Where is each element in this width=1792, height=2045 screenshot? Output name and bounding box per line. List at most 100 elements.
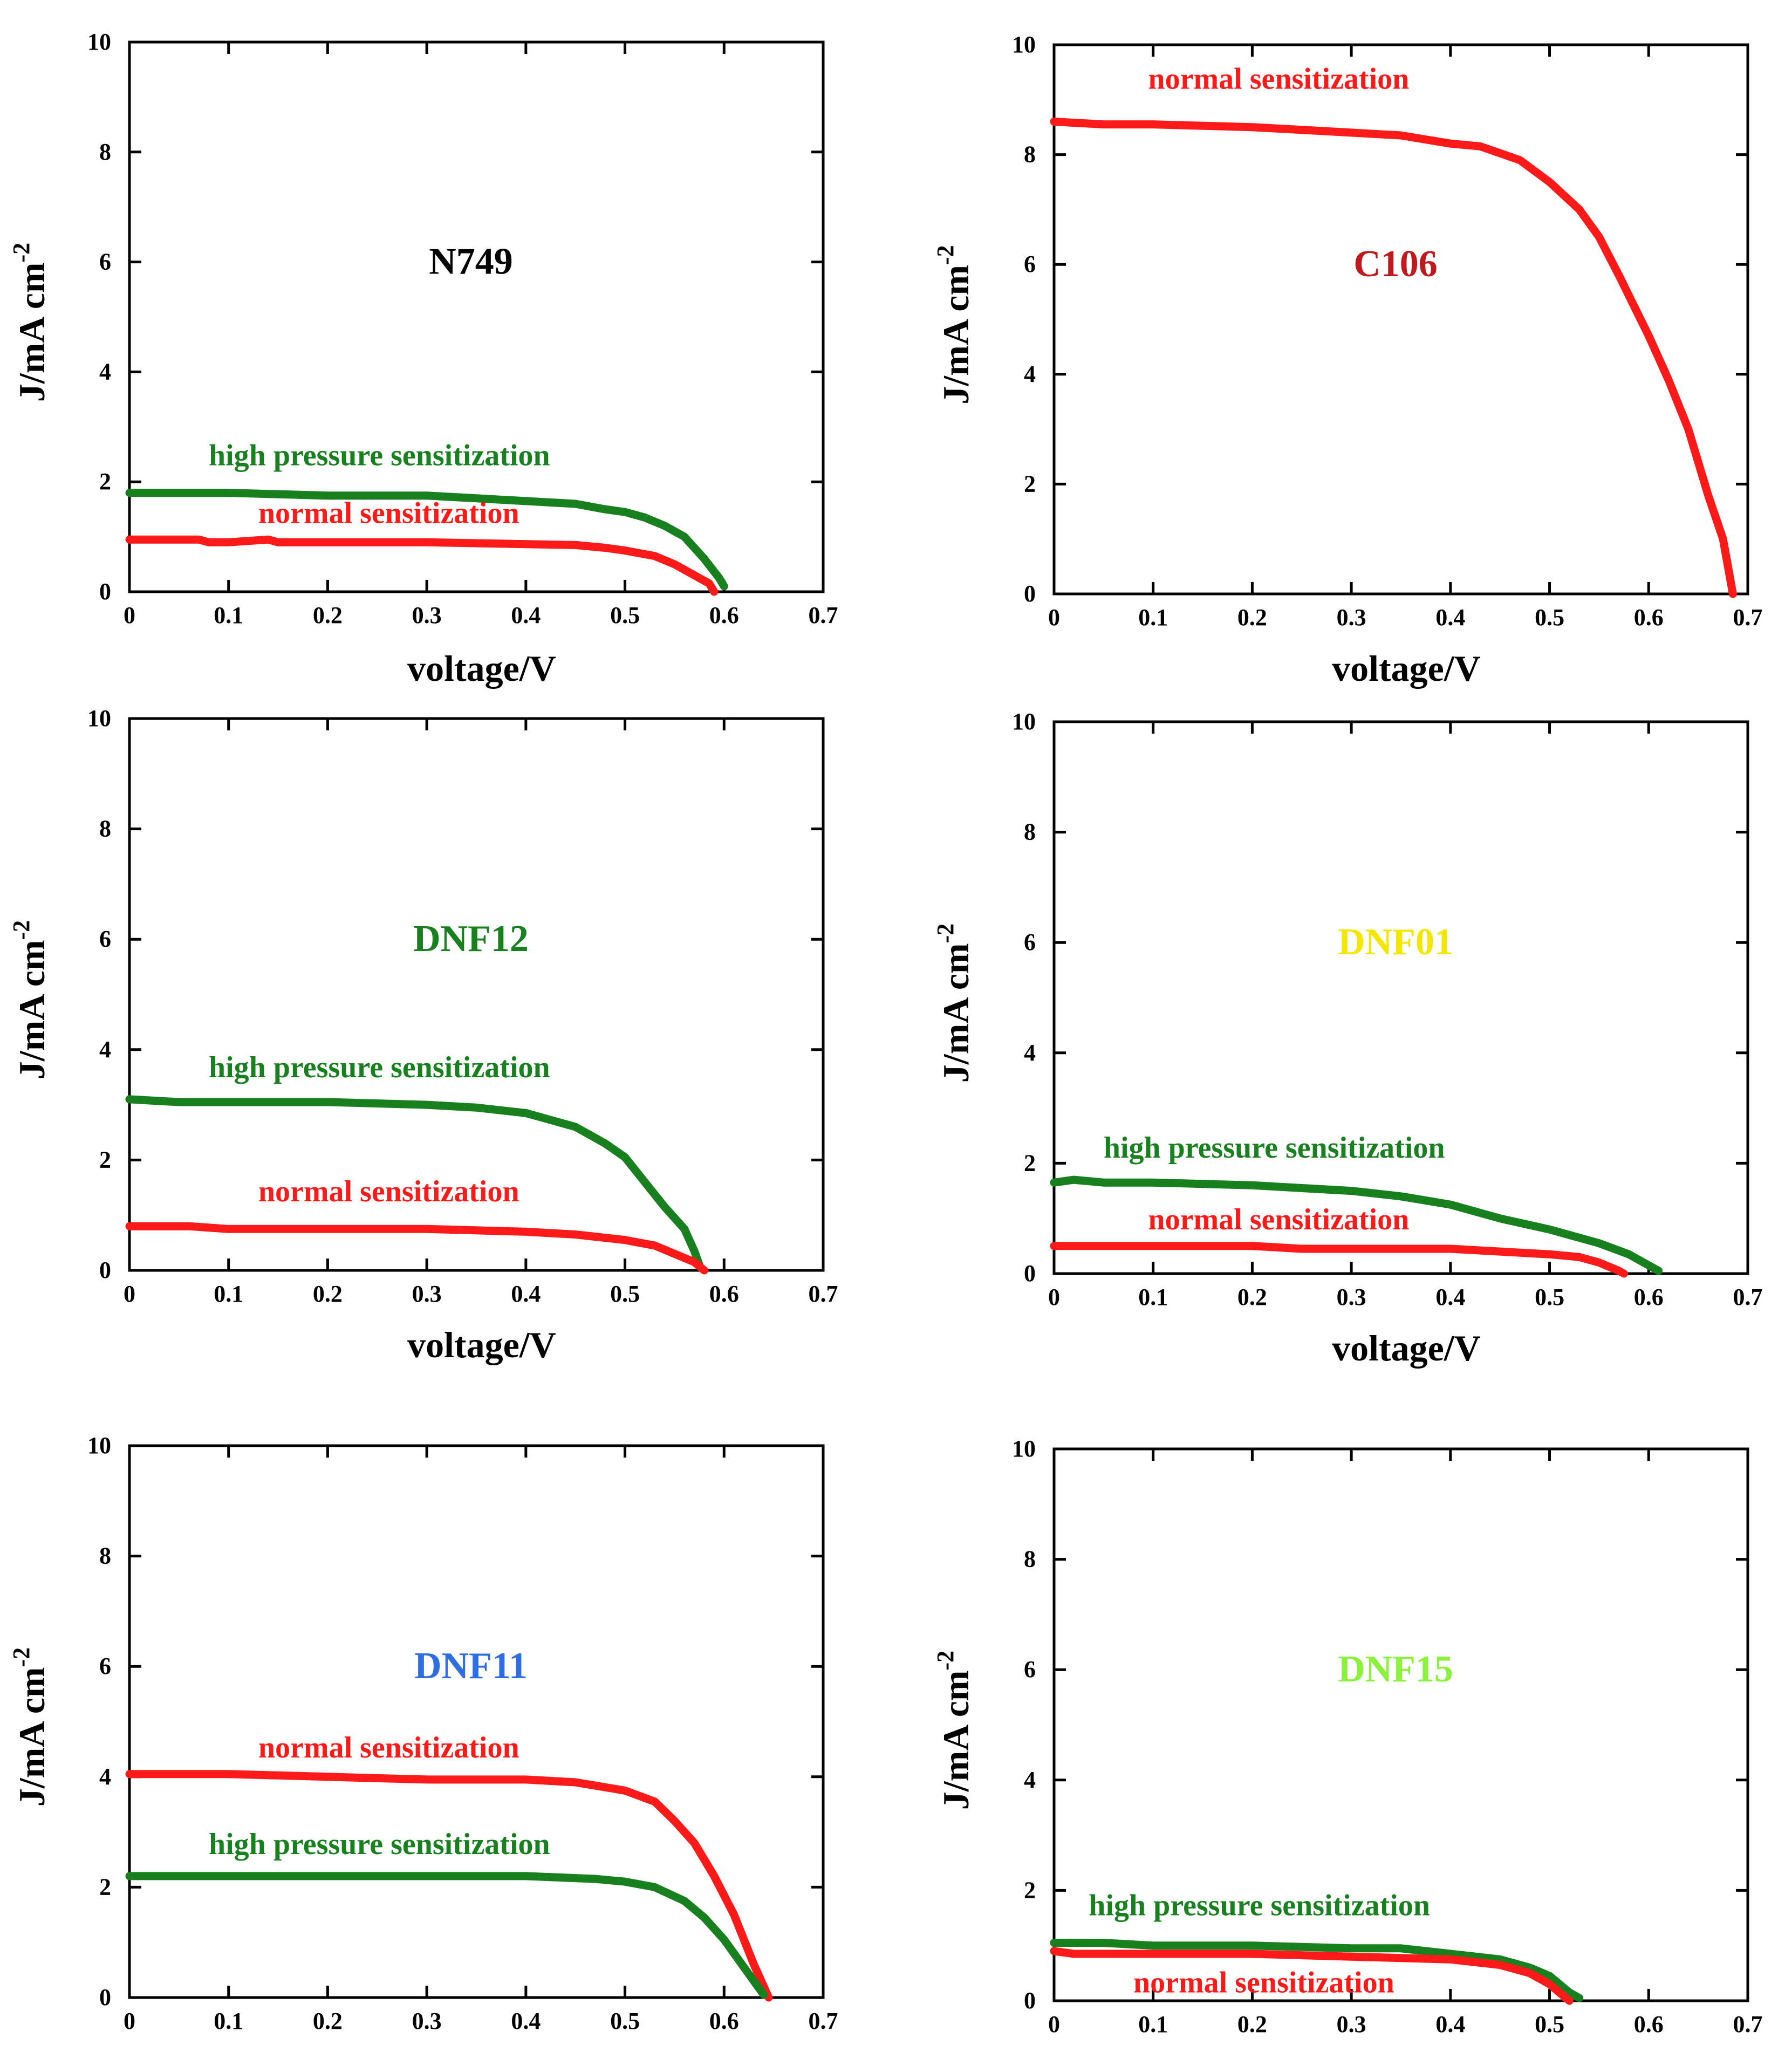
series-normal-sensitization (125, 535, 719, 596)
x-tick-label: 0.5 (1535, 1284, 1564, 1310)
y-tick-label: 8 (99, 816, 111, 842)
x-tick-label: 0.3 (412, 2008, 442, 2034)
y-tick-label: 2 (1024, 1150, 1036, 1176)
y-tick-label: 4 (99, 358, 111, 385)
series-normal-sensitization (125, 1770, 773, 2002)
x-axis-title: voltage/V (1332, 1328, 1481, 1369)
chart-panel-dnf12: 0 0.1 0.2 0.3 0.4 0.5 0.6 0.7 0 2 4 6 8 10 voltage/V J/… (8, 705, 838, 1365)
dye-title: DNF01 (1338, 921, 1453, 963)
y-tick-label: 6 (1024, 251, 1036, 277)
x-tick-label: 0.4 (1435, 2011, 1465, 2037)
plot-frame (1052, 43, 1749, 596)
y-tick-label: 6 (99, 1653, 111, 1679)
series-high-pressure-sensitization (125, 489, 728, 591)
x-tick-label: 0 (124, 602, 135, 628)
dye-title: DNF12 (413, 918, 529, 960)
series-high-pressure-sensitization (125, 1872, 768, 1999)
x-tick-label: 0.6 (1634, 604, 1664, 631)
x-tick-label: 0.1 (214, 602, 243, 628)
x-tick-label: 0 (1048, 2011, 1060, 2037)
y-tick-label: 2 (1024, 470, 1036, 497)
x-tick-label: 0.7 (809, 602, 838, 628)
y-tick-label: 8 (99, 1543, 111, 1569)
x-tick-label: 0.3 (1337, 1284, 1366, 1310)
y-axis-title: J/mA cm-2 (932, 245, 976, 404)
y-tick-label: 0 (99, 1257, 111, 1283)
y-tick-label: 8 (99, 139, 111, 165)
x-tick-label: 0.4 (511, 1281, 541, 1307)
series-normal-sensitization (1050, 1242, 1628, 1278)
dye-title: N749 (429, 241, 513, 283)
x-tick-label: 0.7 (809, 1281, 838, 1307)
x-tick-label: 0.2 (313, 602, 343, 628)
x-tick-label: 0.6 (709, 602, 739, 628)
x-tick-label: 0.5 (610, 602, 640, 628)
x-tick-label: 0.1 (214, 1281, 243, 1307)
x-tick-label: 0.4 (511, 2008, 541, 2034)
y-tick-label: 0 (99, 578, 111, 605)
series-label-normal-sensitization: normal sensitization (258, 1731, 519, 1764)
series-label-normal-sensitization: normal sensitization (1148, 62, 1410, 95)
y-axis-exponent: -2 (932, 924, 959, 943)
chart-panel-dnf01: 0 0.1 0.2 0.3 0.4 0.5 0.6 0.7 0 2 4 6 8 10 voltage/V J/… (932, 708, 1763, 1369)
series-label-normal-sensitization: normal sensitization (258, 497, 519, 530)
x-axis-title: voltage/V (407, 648, 556, 689)
x-tick-label: 0.3 (1337, 604, 1366, 631)
y-tick-label: 6 (1024, 1656, 1036, 1682)
y-tick-label: 0 (99, 1984, 111, 2010)
y-axis-title: J/mA cm-2 (932, 1651, 976, 1810)
y-axis-exponent: -2 (8, 243, 35, 263)
chart-panel-c106: 0 0.1 0.2 0.3 0.4 0.5 0.6 0.7 0 2 4 6 8 10 voltage/V J/… (932, 31, 1763, 689)
x-axis-title: voltage/V (1332, 648, 1481, 689)
x-tick-label: 0.1 (1138, 604, 1168, 631)
x-tick-label: 0.6 (1634, 2011, 1664, 2037)
y-axis-exponent: -2 (8, 1647, 35, 1667)
y-tick-label: 4 (99, 1036, 111, 1063)
series-high-pressure-sensitization (125, 1095, 703, 1269)
x-tick-label: 0.4 (1435, 604, 1465, 631)
y-tick-label: 10 (87, 29, 111, 55)
plot-frame (128, 717, 825, 1272)
x-tick-label: 0.5 (610, 1281, 640, 1307)
y-tick-label: 0 (1024, 580, 1036, 607)
x-tick-label: 0 (1048, 604, 1060, 631)
y-tick-label: 0 (1024, 1260, 1036, 1287)
y-tick-label: 6 (1024, 929, 1036, 955)
y-tick-label: 8 (1024, 141, 1036, 168)
series-label-high-pressure-sensitization: high pressure sensitization (1089, 1889, 1430, 1922)
x-tick-label: 0.7 (1733, 1284, 1763, 1310)
y-tick-label: 8 (1024, 1546, 1036, 1572)
y-tick-label: 10 (1012, 708, 1036, 735)
series-high-pressure-sensitization (1050, 1939, 1584, 2002)
y-tick-label: 6 (99, 926, 111, 952)
y-axis-title: J/mA cm-2 (8, 1647, 52, 1807)
y-tick-label: 0 (1024, 1987, 1036, 2014)
y-tick-label: 10 (1012, 1435, 1036, 1462)
y-tick-label: 2 (99, 1146, 111, 1173)
chart-panel-n749: 0 0.1 0.2 0.3 0.4 0.5 0.6 0.7 0 2 4 6 8 10 voltage/V J/… (8, 29, 838, 689)
y-tick-label: 2 (99, 1873, 111, 1900)
series-normal-sensitization (125, 1222, 708, 1275)
y-tick-label: 10 (1012, 31, 1036, 58)
x-tick-label: 0.1 (214, 2008, 243, 2034)
y-axis-exponent: -2 (932, 245, 959, 265)
dye-title: DNF11 (414, 1645, 528, 1687)
series-label-high-pressure-sensitization: high pressure sensitization (209, 439, 550, 473)
x-tick-label: 0 (124, 2008, 135, 2034)
y-axis-title: J/mA cm-2 (8, 920, 52, 1079)
y-tick-label: 2 (99, 468, 111, 495)
series-normal-sensitization (1050, 118, 1737, 598)
chart-panel-dnf11: 0 0.1 0.2 0.3 0.4 0.5 0.6 0.7 0 2 4 6 8 10 J/mA cm-2 DN… (8, 1432, 838, 2034)
x-tick-label: 0.6 (1634, 1284, 1664, 1310)
y-axis-title: J/mA cm-2 (8, 243, 52, 402)
series-label-normal-sensitization: normal sensitization (1148, 1203, 1410, 1236)
x-tick-label: 0.6 (709, 2008, 739, 2034)
x-tick-label: 0.5 (610, 2008, 640, 2034)
x-axis-title: voltage/V (407, 1324, 556, 1365)
x-tick-label: 0 (124, 1281, 135, 1307)
x-tick-label: 0.5 (1535, 604, 1564, 631)
x-tick-label: 0.6 (709, 1281, 739, 1307)
x-tick-label: 0.1 (1138, 1284, 1168, 1310)
series-label-normal-sensitization: normal sensitization (1133, 1966, 1394, 2000)
x-tick-label: 0.5 (1535, 2011, 1564, 2037)
